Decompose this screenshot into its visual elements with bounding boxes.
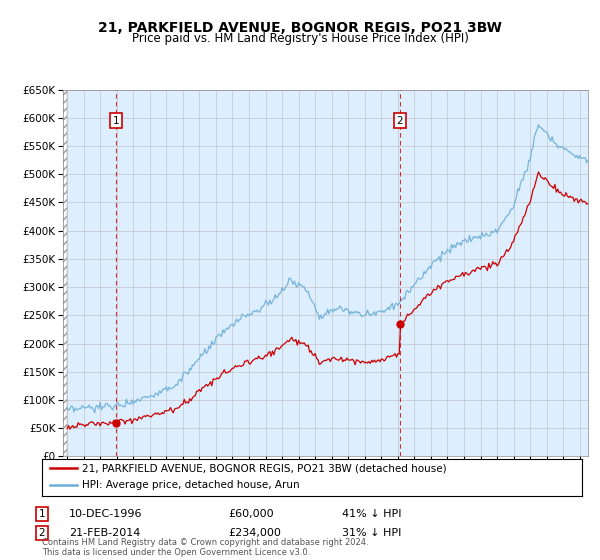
Text: 21-FEB-2014: 21-FEB-2014 <box>69 528 140 538</box>
Text: 31% ↓ HPI: 31% ↓ HPI <box>342 528 401 538</box>
Text: £234,000: £234,000 <box>228 528 281 538</box>
Text: 1: 1 <box>38 509 46 519</box>
Text: HPI: Average price, detached house, Arun: HPI: Average price, detached house, Arun <box>83 480 300 491</box>
Text: 2: 2 <box>38 528 46 538</box>
Text: 21, PARKFIELD AVENUE, BOGNOR REGIS, PO21 3BW (detached house): 21, PARKFIELD AVENUE, BOGNOR REGIS, PO21… <box>83 463 447 473</box>
Text: 21, PARKFIELD AVENUE, BOGNOR REGIS, PO21 3BW: 21, PARKFIELD AVENUE, BOGNOR REGIS, PO21… <box>98 21 502 35</box>
Bar <box>63 90 67 456</box>
Text: 1: 1 <box>112 116 119 126</box>
Text: 41% ↓ HPI: 41% ↓ HPI <box>342 509 401 519</box>
Text: 2: 2 <box>397 116 403 126</box>
Text: Contains HM Land Registry data © Crown copyright and database right 2024.
This d: Contains HM Land Registry data © Crown c… <box>42 538 368 557</box>
Text: Price paid vs. HM Land Registry's House Price Index (HPI): Price paid vs. HM Land Registry's House … <box>131 32 469 45</box>
Text: 10-DEC-1996: 10-DEC-1996 <box>69 509 143 519</box>
Text: £60,000: £60,000 <box>228 509 274 519</box>
